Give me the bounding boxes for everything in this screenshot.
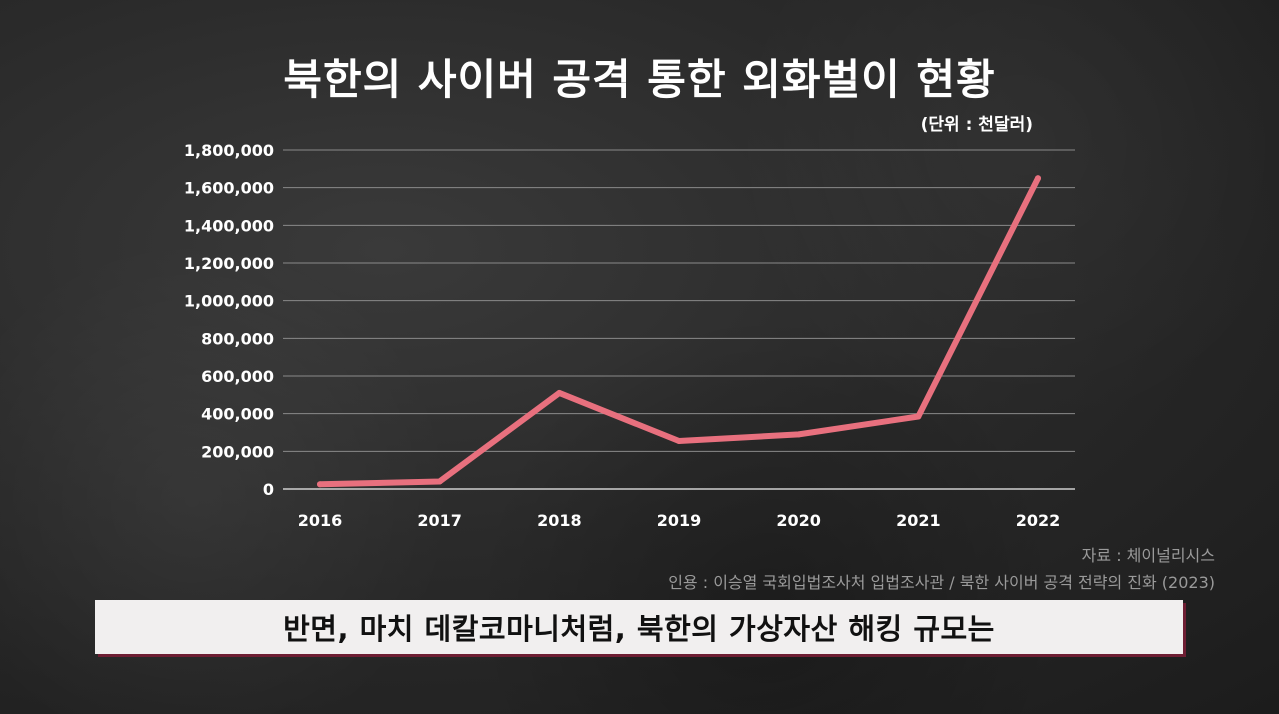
- grid-lines: [283, 149, 1075, 490]
- x-tick-label: 2017: [417, 511, 462, 530]
- x-tick-label: 2020: [776, 511, 821, 530]
- series-group: [317, 175, 1041, 488]
- data-point: [676, 437, 682, 444]
- data-point: [436, 478, 443, 485]
- y-tick-label: 200,000: [201, 442, 274, 461]
- y-tick-label: 1,800,000: [184, 141, 274, 160]
- y-tick-label: 600,000: [201, 367, 274, 386]
- data-point: [795, 431, 802, 438]
- y-tick-label: 1,600,000: [184, 179, 274, 198]
- y-tick-label: 0: [263, 480, 274, 499]
- x-tick-label: 2021: [896, 511, 941, 530]
- y-tick-label: 1,400,000: [184, 216, 274, 235]
- unit-label: (단위 : 천달러): [920, 115, 1033, 135]
- y-axis-ticks: 0 200,000 400,000 600,000 800,000 1,000,000 1,…: [184, 141, 274, 499]
- chart-title: 북한의 사이버 공격 통한 외화벌이 현황: [283, 55, 996, 104]
- x-axis-ticks: 2016 2017 2018 2019 2020 2021 2022: [298, 511, 1061, 530]
- data-point: [556, 389, 563, 396]
- citation-note: 인용 : 이승열 국회입법조사처 입법조사관 / 북한 사이버 공격 전략의 진…: [668, 573, 1215, 592]
- subtitle-text: 반면, 마치 데칼코마니처럼, 북한의 가상자산 해킹 규모는: [283, 612, 995, 646]
- source-note: 자료 : 체이널리시스: [1081, 546, 1215, 565]
- data-point: [915, 413, 922, 420]
- x-tick-label: 2019: [657, 511, 702, 530]
- x-tick-label: 2016: [298, 511, 343, 530]
- x-tick-label: 2018: [537, 511, 582, 530]
- y-tick-label: 1,200,000: [184, 254, 274, 273]
- data-point: [317, 481, 323, 488]
- subtitle-bar: 반면, 마치 데칼코마니처럼, 북한의 가상자산 해킹 규모는: [95, 600, 1183, 654]
- y-tick-label: 1,000,000: [184, 292, 274, 311]
- y-tick-label: 800,000: [201, 329, 274, 348]
- data-point: [1035, 175, 1041, 182]
- y-tick-label: 400,000: [201, 405, 274, 424]
- x-tick-label: 2022: [1016, 511, 1061, 530]
